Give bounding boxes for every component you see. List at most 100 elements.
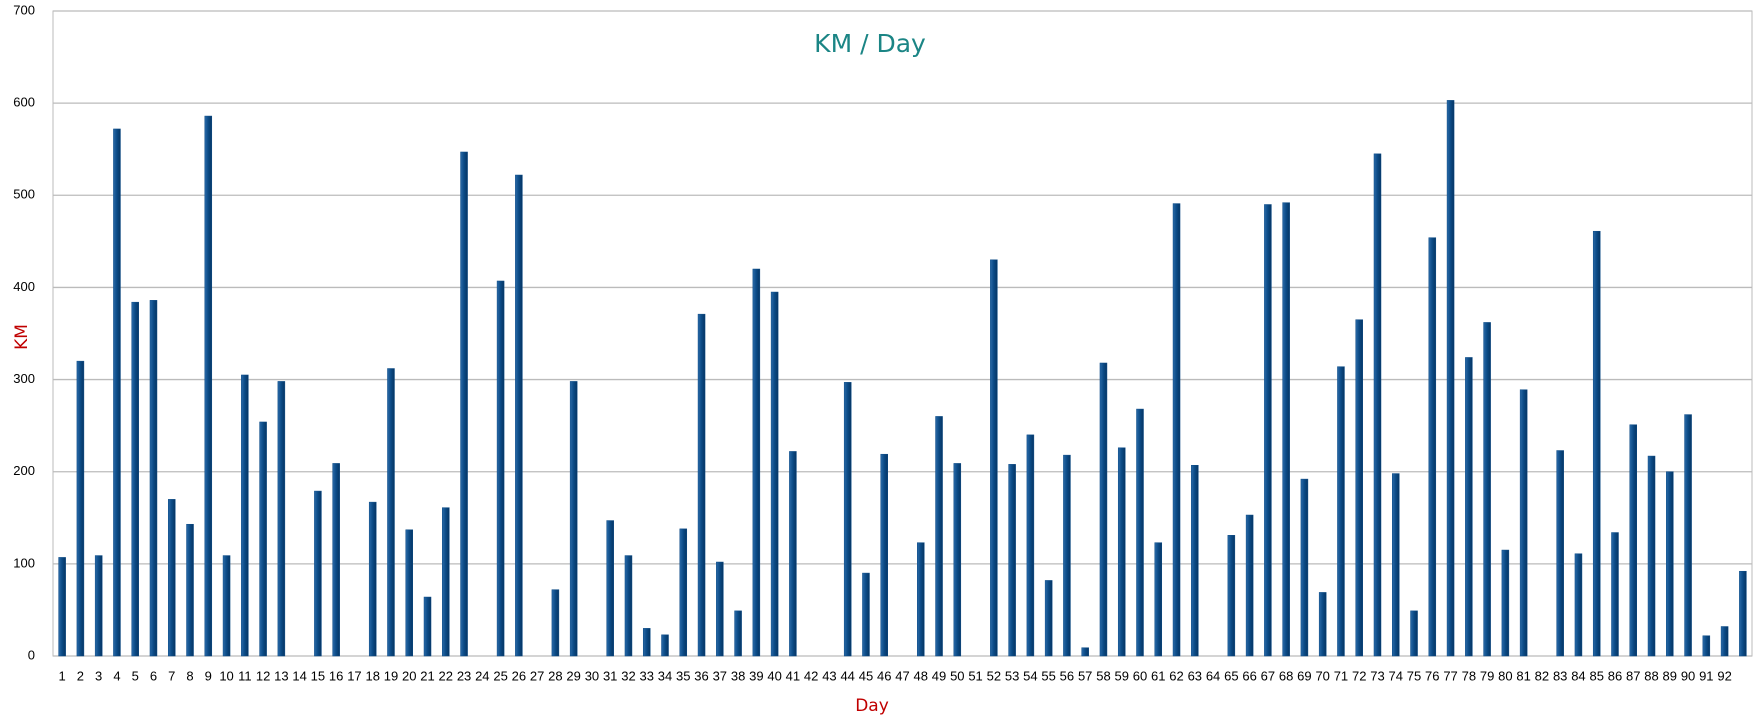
x-tick-label: 20 <box>402 668 416 683</box>
x-tick-label: 37 <box>713 668 727 683</box>
x-tick-label: 46 <box>877 668 891 683</box>
bar <box>1702 635 1711 657</box>
bar <box>277 381 286 657</box>
x-tick-label: 30 <box>585 668 599 683</box>
x-tick-label: 65 <box>1224 668 1238 683</box>
x-tick-label: 70 <box>1315 668 1329 683</box>
bar <box>1282 202 1290 657</box>
x-tick-label: 7 <box>168 668 175 683</box>
bar <box>917 542 925 657</box>
x-tick-label: 26 <box>512 668 526 683</box>
x-tick-label: 27 <box>530 668 544 683</box>
bar <box>1117 447 1126 657</box>
x-tick-label: 47 <box>895 668 909 683</box>
x-tick-label: 69 <box>1297 668 1311 683</box>
bar <box>241 374 249 657</box>
x-tick-label: 88 <box>1644 668 1658 683</box>
x-tick-label: 36 <box>694 668 708 683</box>
x-tick-label: 62 <box>1169 668 1183 683</box>
bar <box>1337 366 1345 657</box>
x-tick-label: 33 <box>640 668 654 683</box>
bar <box>131 301 139 657</box>
x-tick-label: 89 <box>1663 668 1677 683</box>
x-tick-label: 4 <box>113 668 120 683</box>
bar <box>167 499 176 657</box>
x-tick-label: 86 <box>1608 668 1622 683</box>
bar <box>1720 626 1729 657</box>
bar <box>113 128 121 657</box>
x-tick-label: 67 <box>1261 668 1275 683</box>
x-tick-label: 49 <box>932 668 946 683</box>
x-tick-label: 3 <box>95 668 102 683</box>
x-tick-label: 50 <box>950 668 964 683</box>
x-tick-label: 53 <box>1005 668 1019 683</box>
bar <box>953 463 962 657</box>
bar <box>569 381 578 657</box>
x-tick-label: 19 <box>384 668 398 683</box>
bar <box>1519 389 1528 657</box>
bar <box>222 555 231 657</box>
y-tick-label: 200 <box>13 463 35 478</box>
bar <box>1264 204 1272 657</box>
bar <box>1008 464 1016 657</box>
x-tick-label: 12 <box>256 668 270 683</box>
x-tick-label: 48 <box>914 668 928 683</box>
x-tick-label: 64 <box>1206 668 1220 683</box>
x-tick-label: 84 <box>1571 668 1585 683</box>
bar <box>94 555 103 657</box>
plot-area <box>52 10 1753 657</box>
bar <box>843 382 852 657</box>
x-tick-label: 43 <box>822 668 836 683</box>
bar <box>862 572 870 657</box>
x-tick-label: 6 <box>150 668 157 683</box>
x-tick-label: 32 <box>621 668 635 683</box>
x-tick-label: 63 <box>1188 668 1202 683</box>
x-tick-label: 73 <box>1370 668 1384 683</box>
bar <box>1154 542 1163 657</box>
x-tick-label: 23 <box>457 668 471 683</box>
bar <box>624 555 633 657</box>
x-tick-label: 10 <box>219 668 233 683</box>
x-axis-label: Day <box>855 696 889 716</box>
x-tick-label: 79 <box>1480 668 1494 683</box>
bar <box>1081 647 1089 657</box>
bar <box>1099 362 1108 657</box>
bar <box>1318 592 1327 657</box>
x-tick-label: 54 <box>1023 668 1037 683</box>
bar <box>642 628 651 657</box>
x-tick-label: 76 <box>1425 668 1439 683</box>
x-tick-label: 9 <box>205 668 212 683</box>
bar <box>1592 230 1601 657</box>
x-tick-label: 29 <box>566 668 580 683</box>
bar <box>1136 408 1144 657</box>
x-tick-label: 1 <box>59 668 66 683</box>
x-tick-label: 11 <box>238 668 252 683</box>
bar <box>1026 434 1035 657</box>
y-axis-label: KM <box>12 324 32 350</box>
bar <box>1684 414 1692 657</box>
bar <box>1172 203 1181 657</box>
bar <box>442 507 450 657</box>
bar <box>1465 357 1473 657</box>
bar <box>1392 473 1400 657</box>
bar <box>1666 471 1674 657</box>
x-tick-label: 58 <box>1096 668 1110 683</box>
x-tick-label: 15 <box>311 668 325 683</box>
x-tick-label: 13 <box>274 668 288 683</box>
x-tick-label: 8 <box>186 668 193 683</box>
x-tick-label: 80 <box>1498 668 1512 683</box>
bar <box>1373 153 1382 657</box>
y-tick-label: 300 <box>13 371 35 386</box>
bar <box>1501 549 1510 657</box>
bar <box>387 368 395 657</box>
x-tick-label: 87 <box>1626 668 1640 683</box>
x-tick-label: 18 <box>365 668 379 683</box>
x-tick-label: 14 <box>292 668 306 683</box>
x-tick-label: 66 <box>1242 668 1256 683</box>
bar <box>1629 424 1638 657</box>
x-tick-label: 16 <box>329 668 343 683</box>
x-tick-label: 41 <box>786 668 800 683</box>
x-tick-label: 81 <box>1516 668 1530 683</box>
bar <box>1556 450 1564 657</box>
x-tick-label: 85 <box>1589 668 1603 683</box>
